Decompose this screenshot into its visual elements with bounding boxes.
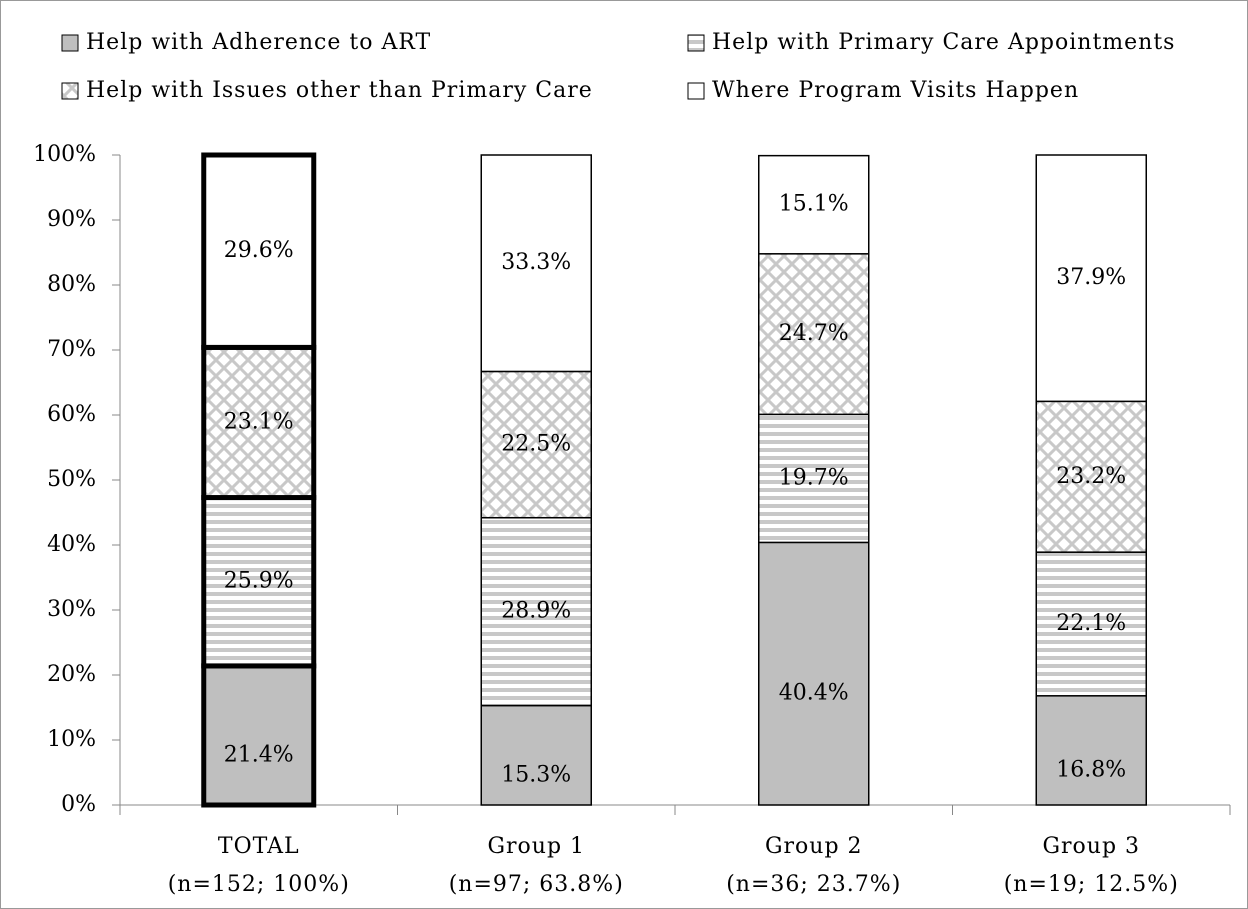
data-label: 24.7% [779,321,849,346]
bar-segment [1035,551,1147,697]
x-tick-label: (n=97; 63.8%) [449,872,624,897]
data-label: 22.1% [1056,611,1126,636]
data-label: 33.3% [501,250,571,275]
y-tick-label: 0% [61,792,96,817]
legend-swatch [61,82,79,100]
legend-swatch [687,82,705,100]
y-tick-label: 50% [47,467,96,492]
bar-segment [758,154,870,255]
data-label: 40.4% [779,681,849,706]
bar-segment [1035,695,1147,806]
legend-label: Where Program Visits Happen [712,78,1079,103]
data-label: 29.6% [224,238,294,263]
y-tick-label: 30% [47,597,96,622]
data-label: 21.4% [224,742,294,767]
bar-segment [758,413,870,544]
bar-segment [201,663,317,808]
x-tick-label: Group 1 [487,834,585,859]
x-tick-label: TOTAL [218,834,300,859]
bar-segment [480,154,592,373]
y-tick-label: 100% [33,142,96,167]
legend-swatch [61,34,79,52]
bar-segment [1035,400,1147,553]
data-label: 28.9% [501,599,571,624]
data-label: 19.7% [779,465,849,490]
y-tick-label: 70% [47,337,96,362]
x-tick-label: (n=36; 23.7%) [726,872,901,897]
data-label: 15.1% [779,192,849,217]
bar-segment [480,370,592,519]
data-label: 15.3% [501,762,571,787]
x-tick-label: (n=19; 12.5%) [1004,872,1179,897]
bar-segment [758,541,870,806]
legend-label: Help with Primary Care Appointments [712,30,1175,55]
legend-label: Help with Issues other than Primary Care [86,78,593,103]
x-tick-label: (n=152; 100%) [168,872,350,897]
x-tick-label: Group 2 [765,834,863,859]
data-label: 22.5% [501,432,571,457]
data-label: 23.1% [224,409,294,434]
y-tick-label: 90% [47,207,96,232]
data-label: 25.9% [224,569,294,594]
legend-label: Help with Adherence to ART [86,30,431,55]
y-tick-label: 20% [47,662,96,687]
y-tick-label: 80% [47,272,96,297]
y-tick-label: 10% [47,727,96,752]
y-tick-label: 60% [47,402,96,427]
x-tick-label: Group 3 [1042,834,1140,859]
bar-segment [1035,154,1147,403]
bar-segment [480,516,592,707]
legend-swatch [687,34,705,52]
data-label: 16.8% [1056,757,1126,782]
data-label: 23.2% [1056,464,1126,489]
y-tick-label: 40% [47,532,96,557]
bar-segment [201,152,317,350]
data-label: 37.9% [1056,265,1126,290]
bar-segment [758,253,870,416]
bar-segment [480,704,592,806]
